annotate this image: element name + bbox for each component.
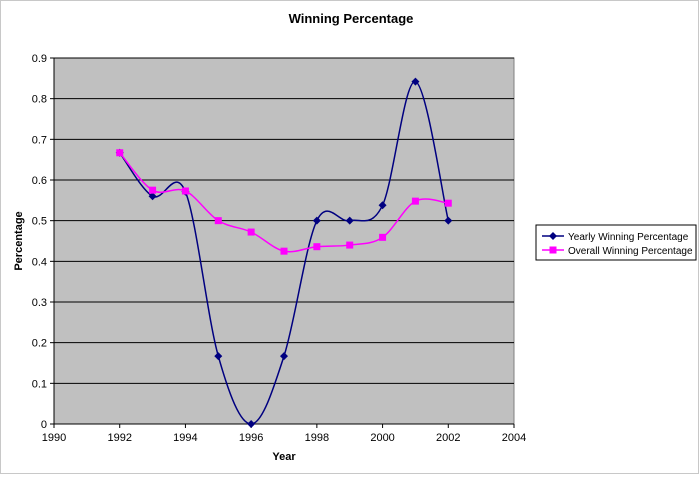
data-point <box>280 247 288 255</box>
data-point <box>247 228 255 236</box>
x-tick-label: 1998 <box>305 432 329 444</box>
data-point <box>444 199 452 207</box>
x-tick-label: 1990 <box>42 432 66 444</box>
x-axis-title: Year <box>272 451 296 463</box>
y-tick-label: 0.9 <box>32 53 47 65</box>
y-tick-label: 0 <box>41 419 47 431</box>
legend-box <box>535 224 697 261</box>
y-axis-title: Percentage <box>13 211 25 270</box>
data-point <box>148 192 157 201</box>
series-layer <box>115 77 453 428</box>
data-point <box>312 216 321 225</box>
x-tick-label: 1992 <box>107 432 131 444</box>
data-point <box>378 201 387 210</box>
data-point <box>411 77 420 86</box>
x-tick-label: 1994 <box>173 432 197 444</box>
legend-swatch-marker <box>549 246 557 254</box>
data-point <box>444 216 453 225</box>
data-point <box>346 241 354 249</box>
x-tick-label: 2004 <box>502 432 526 444</box>
y-tick-label: 0.8 <box>32 94 47 106</box>
data-point <box>345 216 354 225</box>
data-point <box>149 186 157 194</box>
data-point <box>214 352 223 361</box>
y-tick-label: 0.7 <box>32 134 47 146</box>
y-tick-label: 0.2 <box>32 338 47 350</box>
y-tick-label: 0.4 <box>32 256 47 268</box>
axes: 0 0.1 0.2 0.3 0.4 0.5 0.6 0.7 0.8 0.9 1990 1992 1994… <box>32 53 527 444</box>
y-tick-label: 0.6 <box>32 175 47 187</box>
x-tick-label: 2000 <box>370 432 394 444</box>
data-point <box>247 420 256 428</box>
data-point <box>313 243 321 251</box>
series-overall <box>116 149 452 255</box>
legend: Yearly Winning Percentage Overall Winning… <box>535 224 697 261</box>
y-tick-label: 0.3 <box>32 297 47 309</box>
x-tick-label: 1996 <box>239 432 263 444</box>
legend-label: Overall Winning Percentage <box>568 246 693 257</box>
data-point <box>411 197 419 205</box>
data-point <box>116 149 124 157</box>
data-point <box>280 352 288 361</box>
data-point <box>181 187 189 195</box>
data-point <box>214 217 222 225</box>
gridlines <box>54 57 514 384</box>
data-point <box>379 233 387 241</box>
chart-title: Winning Percentage <box>289 11 414 26</box>
legend-label: Yearly Winning Percentage <box>568 232 689 243</box>
y-tick-label: 0.5 <box>32 216 47 228</box>
legend-swatch-marker <box>549 232 557 240</box>
plot-area <box>53 57 515 425</box>
x-tick-label: 2002 <box>436 432 460 444</box>
y-tick-label: 0.1 <box>32 378 47 390</box>
